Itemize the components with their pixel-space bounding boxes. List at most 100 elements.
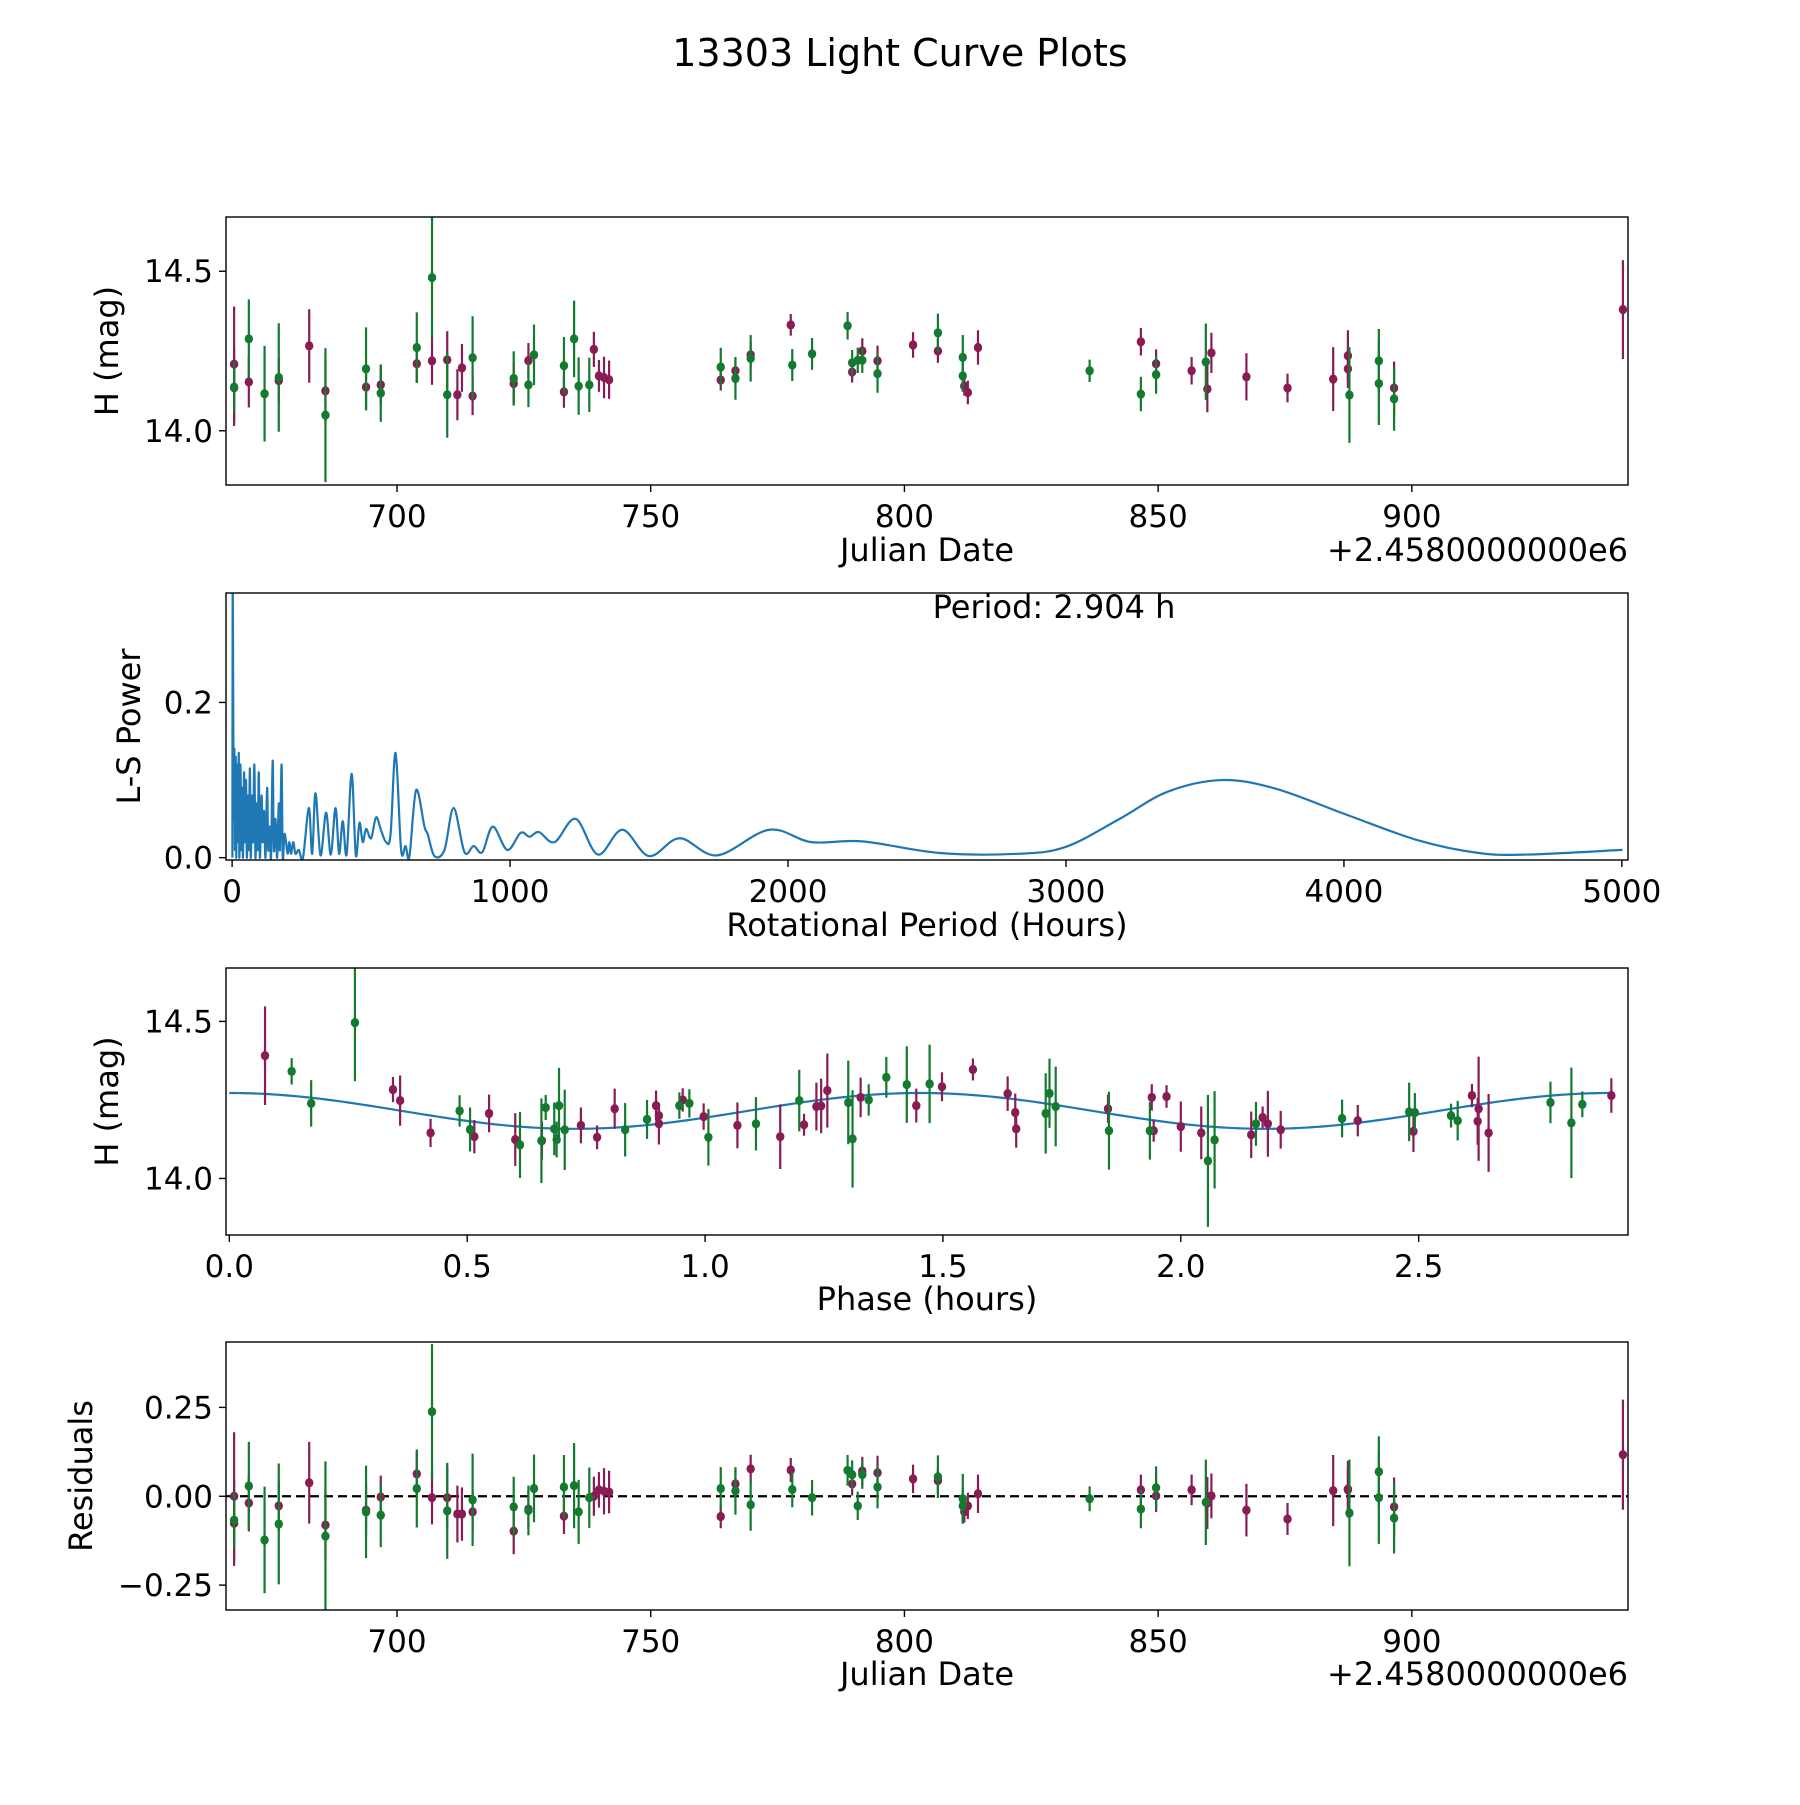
plot-area <box>226 1344 1628 1610</box>
plot-area <box>229 968 1616 1227</box>
data-point <box>443 1506 452 1516</box>
data-point <box>963 387 973 398</box>
data-point <box>1578 1099 1587 1109</box>
data-point <box>1446 1111 1456 1121</box>
data-point <box>592 1132 602 1142</box>
data-point <box>1085 366 1094 376</box>
data-point <box>529 1483 539 1494</box>
period-annotation: Period: 2.904 h <box>933 588 1176 626</box>
x-tick-label: 700 <box>367 1624 426 1660</box>
data-point <box>604 1487 614 1497</box>
data-point <box>576 1120 586 1130</box>
data-point <box>529 350 539 360</box>
data-point <box>569 1480 579 1491</box>
y-tick-label: 14.0 <box>144 1161 213 1197</box>
data-point <box>1467 1090 1477 1101</box>
data-point <box>1607 1090 1616 1101</box>
y-tick-label: 14.0 <box>144 414 213 450</box>
data-point <box>1151 1483 1161 1493</box>
y-axis-label: H (mag) <box>88 1036 126 1166</box>
data-point <box>1345 1508 1354 1518</box>
data-point <box>244 377 254 387</box>
data-point <box>746 1500 755 1510</box>
data-point <box>1207 348 1216 358</box>
data-point <box>468 353 477 363</box>
data-point <box>799 1120 809 1130</box>
data-point <box>274 372 283 383</box>
data-point <box>731 1486 740 1496</box>
data-point <box>704 1132 713 1142</box>
data-point <box>925 1079 934 1089</box>
data-point <box>807 349 817 359</box>
data-point <box>361 364 371 374</box>
data-point <box>1136 1504 1146 1514</box>
data-point <box>1162 1091 1171 1102</box>
data-point <box>858 1469 867 1480</box>
data-point <box>515 1140 525 1150</box>
plot-area <box>231 593 1623 860</box>
data-point <box>287 1066 296 1076</box>
data-point <box>427 1493 437 1503</box>
data-point <box>716 1483 725 1494</box>
data-point <box>1201 1497 1211 1507</box>
data-point <box>589 344 599 355</box>
x-tick-label: 800 <box>875 499 934 535</box>
data-point <box>585 380 594 390</box>
data-point <box>642 1114 652 1125</box>
x-tick-label: 1.5 <box>918 1249 967 1285</box>
data-point <box>274 1519 283 1529</box>
x-tick-label: 3000 <box>1027 874 1106 910</box>
data-point <box>788 1484 797 1495</box>
data-point <box>559 361 569 371</box>
data-point <box>574 381 583 391</box>
data-point <box>1045 1088 1054 1098</box>
data-point <box>1258 1112 1267 1123</box>
data-point <box>1484 1128 1493 1138</box>
data-point <box>1453 1116 1462 1126</box>
y-tick-label: 0.00 <box>144 1479 213 1515</box>
y-tick-label: 14.5 <box>144 254 213 290</box>
data-point <box>470 1132 479 1142</box>
data-point <box>873 369 882 379</box>
data-point <box>968 1064 978 1075</box>
periodogram-line <box>231 593 1623 860</box>
data-point <box>1374 378 1384 389</box>
x-axis-label: Phase (hours) <box>817 1280 1038 1318</box>
x-tick-label: 0.5 <box>443 1249 492 1285</box>
data-point <box>559 1482 569 1492</box>
data-point <box>1003 1089 1012 1099</box>
axes-layers: 700 750 800 850 900 14.0 14.5 Julian Date H (mag… <box>62 216 1661 1693</box>
data-point <box>484 1108 494 1119</box>
y-tick-label: 0.25 <box>144 1390 213 1426</box>
data-point <box>844 1097 853 1108</box>
data-point <box>541 1102 550 1113</box>
data-point <box>795 1095 804 1106</box>
data-point <box>937 1082 947 1092</box>
data-point <box>908 1474 918 1484</box>
data-point <box>1041 1108 1050 1119</box>
data-point <box>786 1465 795 1475</box>
data-point <box>843 321 852 331</box>
data-point <box>1210 1135 1219 1145</box>
data-point <box>468 1495 477 1505</box>
data-point <box>864 1095 873 1105</box>
data-point <box>1145 1126 1155 1136</box>
axes-residuals: 700 750 800 850 900 −0.25 0.00 0.25 Julian Date R… <box>62 1341 1629 1693</box>
data-point <box>412 342 421 353</box>
data-point <box>1389 1513 1399 1523</box>
data-point <box>1337 1113 1347 1124</box>
x-tick-label: 1000 <box>471 874 550 910</box>
data-point <box>1343 1485 1353 1495</box>
data-point <box>1247 1130 1256 1140</box>
x-tick-label: 900 <box>1382 499 1441 535</box>
data-point <box>244 334 254 344</box>
data-point <box>847 1469 857 1480</box>
x-offset-text: +2.4580000000e6 <box>1327 1655 1628 1693</box>
data-point <box>260 1535 269 1545</box>
data-point <box>1203 384 1212 394</box>
figure-title: 13303 Light Curve Plots <box>672 31 1127 75</box>
axes-frame <box>225 592 1629 861</box>
data-point <box>244 1481 254 1491</box>
data-point <box>823 1085 832 1096</box>
